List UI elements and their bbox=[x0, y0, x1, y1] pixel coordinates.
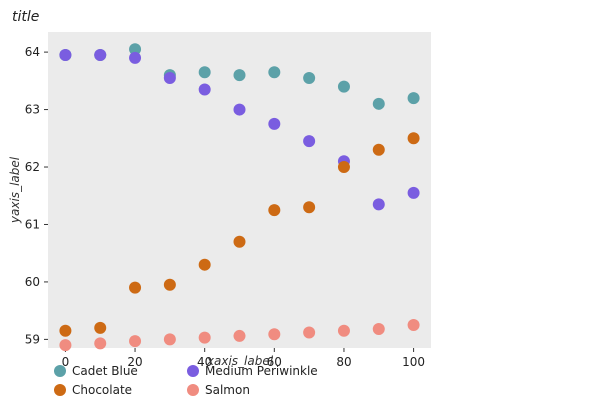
point-medium-periwinkle bbox=[94, 48, 107, 61]
point-medium-periwinkle bbox=[59, 48, 72, 61]
point-medium-periwinkle bbox=[129, 51, 142, 64]
point-medium-periwinkle bbox=[303, 135, 316, 148]
point-chocolate bbox=[372, 143, 385, 156]
legend-label-salmon: Salmon bbox=[205, 383, 250, 397]
point-cadet-blue bbox=[407, 92, 420, 105]
point-medium-periwinkle bbox=[198, 83, 211, 96]
y-tick-label: 59 bbox=[25, 332, 40, 346]
point-cadet-blue bbox=[129, 43, 142, 56]
legend-label-medium-periwinkle: Medium Periwinkle bbox=[205, 364, 318, 378]
legend-swatch-salmon bbox=[187, 384, 199, 396]
y-axis-title: yaxis_label bbox=[8, 156, 22, 224]
point-salmon bbox=[268, 328, 281, 341]
point-chocolate bbox=[303, 201, 316, 214]
point-salmon bbox=[59, 339, 72, 352]
point-salmon bbox=[163, 333, 176, 346]
legend-swatch-medium-periwinkle bbox=[187, 365, 199, 377]
x-tick-label: 40 bbox=[197, 355, 212, 369]
point-cadet-blue bbox=[337, 80, 350, 93]
point-chocolate bbox=[407, 132, 420, 145]
legend-label-cadet-blue: Cadet Blue bbox=[72, 364, 138, 378]
x-axis-title: xaxis_label bbox=[206, 354, 274, 368]
point-cadet-blue bbox=[372, 97, 385, 110]
x-tick-label: 80 bbox=[336, 355, 351, 369]
point-cadet-blue bbox=[303, 71, 316, 84]
point-chocolate bbox=[59, 324, 72, 337]
point-cadet-blue bbox=[233, 69, 246, 82]
point-medium-periwinkle bbox=[233, 103, 246, 116]
legend-swatch-chocolate bbox=[54, 384, 66, 396]
point-medium-periwinkle bbox=[372, 198, 385, 211]
x-tick-label: 20 bbox=[127, 355, 142, 369]
x-tick-label: 100 bbox=[402, 355, 425, 369]
point-chocolate bbox=[198, 258, 211, 271]
legend: Cadet Blue Medium Periwinkle Chocolate Salm… bbox=[54, 364, 318, 397]
plot-panel bbox=[48, 32, 431, 348]
point-cadet-blue bbox=[268, 66, 281, 79]
point-chocolate bbox=[94, 321, 107, 334]
point-salmon bbox=[372, 323, 385, 336]
point-salmon bbox=[94, 337, 107, 350]
y-tick-label: 62 bbox=[25, 160, 40, 174]
point-cadet-blue bbox=[198, 66, 211, 79]
y-tick-label: 61 bbox=[25, 217, 40, 231]
x-tick-label: 60 bbox=[267, 355, 282, 369]
y-tick-label: 60 bbox=[25, 275, 40, 289]
point-salmon bbox=[198, 331, 211, 344]
chart-title: title bbox=[12, 9, 39, 25]
point-salmon bbox=[303, 326, 316, 339]
point-salmon bbox=[233, 329, 246, 342]
legend-swatch-cadet-blue bbox=[54, 365, 66, 377]
point-chocolate bbox=[337, 161, 350, 174]
y-tick-label: 64 bbox=[25, 45, 40, 59]
point-medium-periwinkle bbox=[268, 117, 281, 130]
point-medium-periwinkle bbox=[407, 186, 420, 199]
x-tick-label: 0 bbox=[62, 355, 70, 369]
point-medium-periwinkle bbox=[163, 71, 176, 84]
data-points bbox=[59, 43, 420, 352]
point-salmon bbox=[129, 335, 142, 348]
point-salmon bbox=[337, 324, 350, 337]
legend-label-chocolate: Chocolate bbox=[72, 383, 132, 397]
point-chocolate bbox=[163, 278, 176, 291]
point-chocolate bbox=[268, 204, 281, 217]
point-salmon bbox=[407, 319, 420, 332]
axes: 59 60 61 62 63 64 0 20 40 60 80 100 bbox=[25, 45, 425, 369]
y-tick-label: 63 bbox=[25, 103, 40, 117]
point-chocolate bbox=[233, 235, 246, 248]
point-chocolate bbox=[129, 281, 142, 294]
